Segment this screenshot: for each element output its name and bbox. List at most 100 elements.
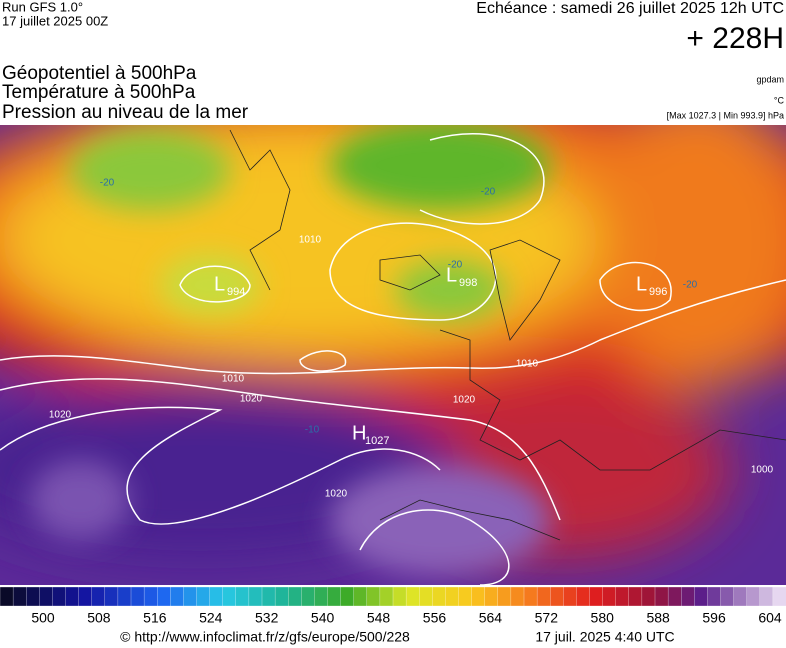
colorbar-swatch [353, 586, 368, 607]
unit: gpdam [756, 74, 784, 84]
colorbar-swatch [288, 586, 302, 607]
colorbar-swatch [39, 586, 54, 607]
isobar-label: 1020 [240, 394, 263, 405]
colorbar-swatch [628, 586, 643, 607]
pressure-center-value: 996 [649, 286, 667, 298]
colorbar-label: 564 [479, 610, 503, 626]
pressure-center-value: 994 [227, 286, 245, 298]
unit: [Max 1027.3 | Min 993.9] hPa [667, 110, 784, 120]
footer-time: 17 juil. 2025 4:40 UTC [535, 629, 674, 645]
colorbar-swatch [471, 586, 486, 607]
colorbar-label: 532 [255, 610, 279, 626]
colorbar-swatch [523, 586, 538, 607]
colorbar-label: 580 [591, 610, 615, 626]
colorbar-swatch [170, 586, 185, 607]
colorbar-label: 548 [367, 610, 391, 626]
colorbar-swatch [720, 586, 735, 607]
colorbar-swatch [707, 586, 722, 607]
colorbar-swatch [301, 586, 316, 607]
isobar-label: 1010 [222, 374, 245, 385]
colorbar-swatch [340, 586, 355, 607]
colorbar-label: 588 [646, 610, 670, 626]
colorbar-swatch [91, 586, 106, 607]
colorbar-swatch [235, 586, 250, 607]
isobar-label: 1020 [453, 395, 476, 406]
isobar-label: 1020 [49, 410, 72, 421]
colorbar-swatch [327, 586, 342, 607]
lead-time: + 228H [686, 22, 784, 55]
colorbar-swatch [392, 586, 407, 607]
colorbar-swatch [78, 586, 93, 607]
colorbar-swatch [419, 586, 433, 607]
colorbar-swatch [248, 586, 263, 607]
colorbar-label: 500 [31, 610, 55, 626]
colorbar-swatch [405, 586, 420, 607]
colorbar-label: 556 [423, 610, 447, 626]
colorbar-swatch [772, 586, 786, 607]
colorbar-swatch [432, 586, 447, 607]
colorbar-label: 572 [535, 610, 559, 626]
isotherm-label: -20 [481, 187, 496, 198]
unit: °C [774, 95, 785, 105]
pressure-center-value: 998 [459, 277, 477, 289]
pressure-center-value: 1027 [365, 435, 389, 447]
colorbar-swatch [0, 586, 14, 607]
colorbar-swatch [65, 586, 80, 607]
colorbar-swatch [26, 586, 40, 607]
colorbar-label: 524 [199, 610, 223, 626]
colorbar-swatch [497, 586, 512, 607]
colorbar-label: 540 [311, 610, 335, 626]
title: Température à 500hPa [2, 82, 196, 103]
colorbar-swatch [536, 586, 551, 607]
colorbar-label: 604 [758, 610, 782, 626]
colorbar-swatch [589, 586, 604, 607]
isotherm-label: -20 [100, 178, 115, 189]
run-date: 17 juillet 2025 00Z [2, 13, 108, 28]
isotherm-label: -20 [683, 280, 698, 291]
pressure-center-symbol: L [214, 273, 225, 295]
colorbar-swatch [759, 586, 774, 607]
colorbar-swatch [602, 586, 617, 607]
isobar-label: 1000 [751, 465, 774, 476]
valid-time: Echéance : samedi 26 juillet 2025 12h UT… [476, 0, 784, 17]
colorbar-swatch [196, 586, 211, 607]
colorbar-label: 516 [143, 610, 167, 626]
colorbar-swatch [157, 586, 171, 607]
title: Pression au niveau de la mer [2, 102, 249, 123]
colorbar-swatch [733, 586, 748, 607]
footer-source: © http://www.infoclimat.fr/z/gfs/europe/… [120, 629, 410, 645]
isotherm-label: -20 [448, 260, 463, 271]
isobar-label: 1010 [299, 235, 322, 246]
pressure-center-symbol: L [636, 273, 647, 295]
colorbar-label: 508 [87, 610, 111, 626]
colorbar-swatch [445, 586, 460, 607]
colorbar-swatch [576, 586, 591, 607]
colorbar-swatch [222, 586, 237, 607]
colorbar-label: 596 [702, 610, 726, 626]
pressure-center-symbol: L [446, 264, 457, 286]
colorbar-swatch [183, 586, 198, 607]
colorbar-swatch [12, 586, 27, 607]
colorbar-swatch [117, 586, 132, 607]
colorbar-swatch [550, 586, 564, 607]
colorbar-swatch [641, 586, 656, 607]
colorbar-swatch [209, 586, 224, 607]
colorbar-swatch [379, 586, 394, 607]
colorbar-swatch [615, 586, 630, 607]
run: Run GFS 1.0° [2, 0, 83, 14]
colorbar-swatch [563, 586, 578, 607]
colorbar-swatch [314, 586, 329, 607]
colorbar-swatch [104, 586, 119, 607]
isotherm-label: -10 [305, 425, 320, 436]
colorbar-swatch [143, 586, 158, 607]
colorbar-swatch [366, 586, 381, 607]
title: Géopotentiel à 500hPa [2, 63, 197, 84]
colorbar-swatch [484, 586, 499, 607]
colorbar-swatch [458, 586, 473, 607]
isobar-label: 1010 [516, 359, 539, 370]
colorbar-swatch [261, 586, 276, 607]
colorbar-swatch [667, 586, 682, 607]
isobar-label: 1020 [325, 489, 348, 500]
